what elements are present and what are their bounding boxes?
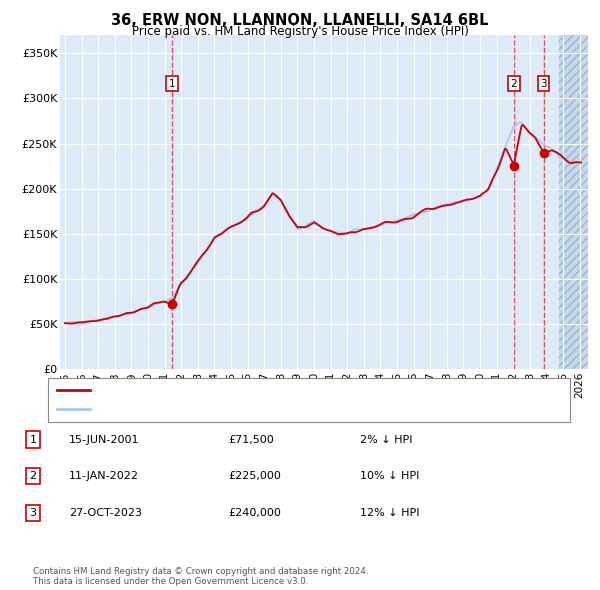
Text: HPI: Average price, detached house, Carmarthenshire: HPI: Average price, detached house, Carm…: [96, 405, 377, 414]
Text: 2: 2: [29, 471, 37, 481]
Text: £240,000: £240,000: [228, 508, 281, 517]
Text: £71,500: £71,500: [228, 435, 274, 444]
Text: £225,000: £225,000: [228, 471, 281, 481]
Text: 36, ERW NON, LLANNON, LLANELLI, SA14 6BL (detached house): 36, ERW NON, LLANNON, LLANELLI, SA14 6BL…: [96, 385, 429, 395]
Text: This data is licensed under the Open Government Licence v3.0.: This data is licensed under the Open Gov…: [33, 577, 308, 586]
Text: 12% ↓ HPI: 12% ↓ HPI: [360, 508, 419, 517]
Text: 1: 1: [169, 78, 175, 88]
Text: Contains HM Land Registry data © Crown copyright and database right 2024.: Contains HM Land Registry data © Crown c…: [33, 566, 368, 576]
Text: 2: 2: [511, 78, 517, 88]
Text: 27-OCT-2023: 27-OCT-2023: [69, 508, 142, 517]
Text: 10% ↓ HPI: 10% ↓ HPI: [360, 471, 419, 481]
Text: 36, ERW NON, LLANNON, LLANELLI, SA14 6BL: 36, ERW NON, LLANNON, LLANELLI, SA14 6BL: [111, 13, 489, 28]
Text: 15-JUN-2001: 15-JUN-2001: [69, 435, 139, 444]
Text: 2% ↓ HPI: 2% ↓ HPI: [360, 435, 413, 444]
Text: 3: 3: [540, 78, 547, 88]
Text: Price paid vs. HM Land Registry's House Price Index (HPI): Price paid vs. HM Land Registry's House …: [131, 25, 469, 38]
Text: 3: 3: [29, 508, 37, 517]
Bar: [559, 35, 588, 369]
Text: 11-JAN-2022: 11-JAN-2022: [69, 471, 139, 481]
Text: 1: 1: [29, 435, 37, 444]
